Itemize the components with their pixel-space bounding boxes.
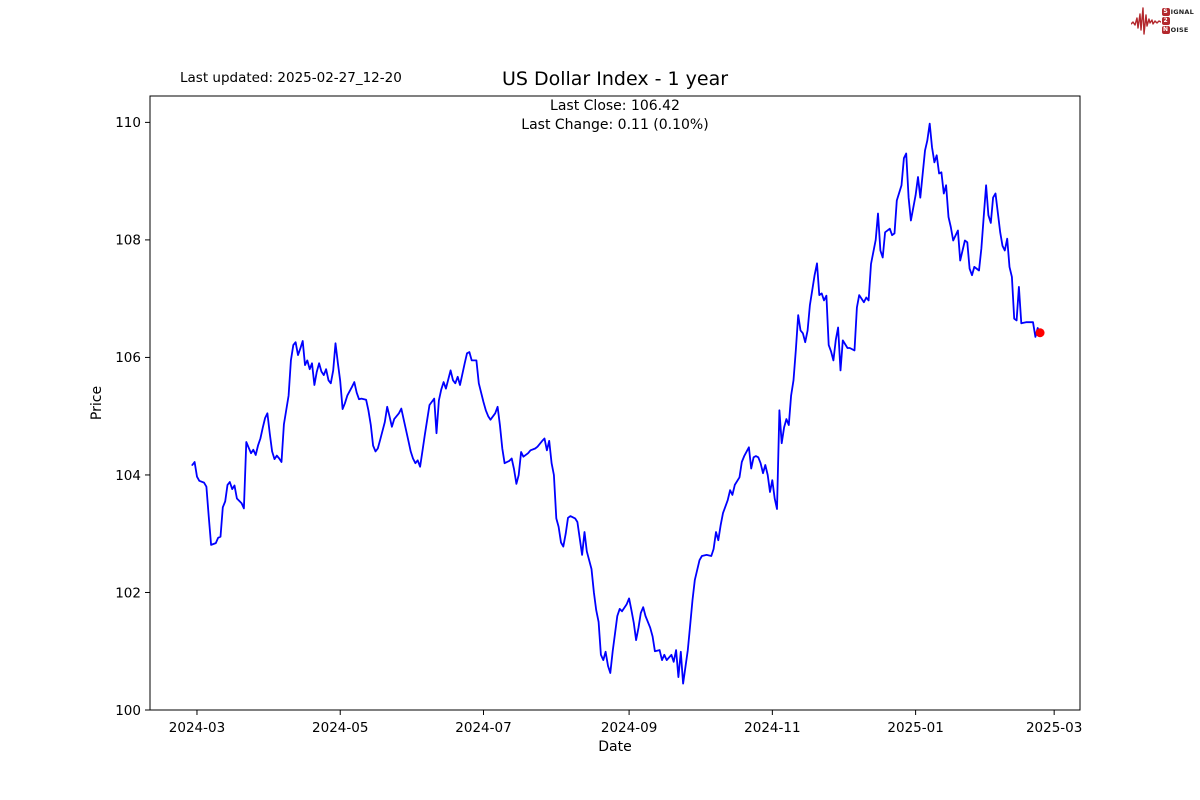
price-line (191, 122, 1041, 685)
logo-letterbox-n: N (1161, 26, 1170, 34)
y-tick-label: 100 (115, 703, 141, 719)
chart-title: US Dollar Index - 1 year (501, 68, 729, 90)
y-tick-label: 108 (115, 233, 141, 249)
logo-noise-rest: OISE (1170, 26, 1189, 34)
y-tick-label: 106 (115, 350, 141, 366)
logo-letterbox-s: S (1161, 8, 1170, 16)
logo-signal-rest: IGNAL (1170, 8, 1194, 16)
last-change-label: Last Change: 0.11 (0.10%) (521, 116, 709, 133)
x-tick-label: 2024-03 (169, 720, 225, 736)
last-price-marker (1035, 328, 1045, 338)
logo-letterbox-2: 2 (1161, 17, 1170, 25)
x-tick-label: 2025-03 (1026, 720, 1082, 736)
y-tick-label: 110 (115, 115, 141, 131)
x-tick-label: 2024-11 (744, 720, 800, 736)
last-close-label: Last Close: 106.42 (550, 98, 680, 114)
y-tick-label: 102 (115, 585, 141, 601)
y-tick-label: 104 (115, 468, 141, 484)
signal2noise-logo: S IGNAL 2 N OISE (1130, 4, 1194, 38)
last-updated-label: Last updated: 2025-02-27_12-20 (180, 70, 402, 86)
x-axis-label: Date (598, 739, 632, 755)
x-tick-label: 2025-01 (887, 720, 943, 736)
logo-row-signal: S IGNAL (1161, 8, 1194, 16)
x-tick-label: 2024-05 (312, 720, 368, 736)
chart-subtitle: Last Close: 106.42 Last Change: 0.11 (0.… (150, 97, 1080, 134)
plot-frame (149, 95, 1081, 711)
x-tick-label: 2024-07 (455, 720, 511, 736)
x-tick-label: 2024-09 (601, 720, 657, 736)
logo-row-noise: N OISE (1161, 26, 1194, 34)
logo-text: S IGNAL 2 N OISE (1161, 8, 1194, 34)
logo-row-2: 2 (1161, 17, 1194, 25)
waveform-icon (1130, 7, 1161, 35)
